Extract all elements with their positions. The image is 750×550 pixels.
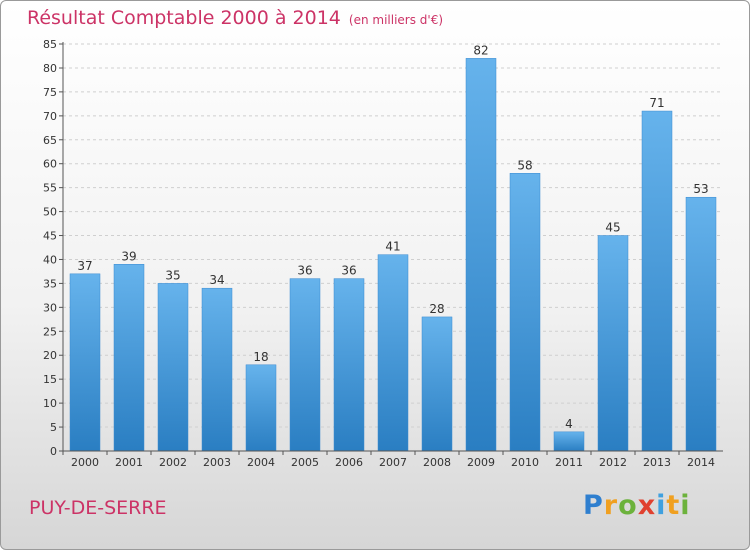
data-label: 37 xyxy=(77,259,92,273)
data-label: 28 xyxy=(429,302,444,316)
logo-letter: x xyxy=(637,490,657,521)
x-axis-ticks: 2000 2001 2002 2003 2004 2005 2006 2007 2008 2009… xyxy=(62,451,715,469)
bar xyxy=(289,278,321,452)
proxiti-logo: Proxiti xyxy=(583,490,691,521)
data-label: 39 xyxy=(121,249,136,263)
y-tick-label: 45 xyxy=(43,230,57,243)
bar xyxy=(553,431,585,452)
x-tick-label: 2014 xyxy=(687,456,715,469)
data-label: 35 xyxy=(165,268,180,282)
data-label: 53 xyxy=(693,182,708,196)
axes xyxy=(62,42,723,452)
y-tick-label: 35 xyxy=(43,277,57,290)
data-label: 58 xyxy=(517,158,532,172)
x-tick-label: 2003 xyxy=(203,456,231,469)
y-tick-label: 80 xyxy=(43,62,57,75)
bar xyxy=(641,110,673,452)
bar xyxy=(685,196,717,452)
y-tick-label: 20 xyxy=(43,349,57,362)
y-tick-label: 50 xyxy=(43,206,57,219)
logo-letter: r xyxy=(603,490,619,521)
x-tick-label: 2000 xyxy=(71,456,99,469)
x-tick-label: 2002 xyxy=(159,456,187,469)
data-label: 82 xyxy=(473,43,488,57)
data-label: 71 xyxy=(649,96,664,110)
y-tick-label: 70 xyxy=(43,110,57,123)
bar xyxy=(333,278,365,452)
y-tick-label: 85 xyxy=(43,38,57,51)
x-tick-label: 2010 xyxy=(511,456,539,469)
x-tick-label: 2001 xyxy=(115,456,143,469)
bar xyxy=(157,283,189,452)
y-tick-label: 65 xyxy=(43,134,57,147)
x-tick-label: 2013 xyxy=(643,456,671,469)
x-tick-label: 2012 xyxy=(599,456,627,469)
bar xyxy=(377,254,409,452)
data-label: 34 xyxy=(209,273,224,287)
bar xyxy=(69,273,101,452)
y-tick-label: 0 xyxy=(50,445,57,458)
y-tick-label: 15 xyxy=(43,373,57,386)
data-label: 18 xyxy=(253,350,268,364)
x-tick-label: 2011 xyxy=(555,456,583,469)
y-tick-label: 75 xyxy=(43,86,57,99)
bar xyxy=(421,316,453,452)
y-tick-label: 55 xyxy=(43,182,57,195)
bar xyxy=(465,58,497,452)
bar xyxy=(113,264,145,452)
x-tick-label: 2004 xyxy=(247,456,275,469)
data-label: 36 xyxy=(297,264,312,278)
y-tick-label: 30 xyxy=(43,301,57,314)
data-label: 36 xyxy=(341,264,356,278)
y-tick-label: 10 xyxy=(43,397,57,410)
bar xyxy=(509,173,541,452)
y-axis-ticks: 0 5 10 15 20 25 30 35 40 45 50 55 60 65 70 75 80 85 xyxy=(43,38,63,458)
data-label: 41 xyxy=(385,240,400,254)
chart-title-text: Résultat Comptable 2000 à 2014 xyxy=(27,7,341,29)
chart-unit: (en milliers d'€) xyxy=(348,13,444,27)
chart-title: Résultat Comptable 2000 à 2014 (en millie… xyxy=(27,7,443,29)
commune-name: PUY-DE-SERRE xyxy=(29,497,167,519)
logo-letter: i xyxy=(656,490,667,521)
logo-letter: t xyxy=(666,490,681,521)
logo-letter: P xyxy=(583,490,604,521)
logo-letter: o xyxy=(618,490,638,521)
bar xyxy=(245,364,277,452)
y-tick-label: 25 xyxy=(43,325,57,338)
data-label: 4 xyxy=(565,417,573,431)
bar xyxy=(597,235,629,452)
x-tick-label: 2006 xyxy=(335,456,363,469)
bars xyxy=(69,58,717,452)
x-tick-label: 2007 xyxy=(379,456,407,469)
logo-letter: i xyxy=(680,490,691,521)
y-tick-label: 5 xyxy=(50,421,57,434)
x-tick-label: 2005 xyxy=(291,456,319,469)
x-tick-label: 2008 xyxy=(423,456,451,469)
bar xyxy=(201,287,233,452)
data-labels: 37 39 35 34 18 36 36 41 28 82 58 4 45 71 53 xyxy=(77,43,708,430)
y-tick-label: 40 xyxy=(43,253,57,266)
data-label: 45 xyxy=(605,221,620,235)
y-tick-label: 60 xyxy=(43,158,57,171)
x-tick-label: 2009 xyxy=(467,456,495,469)
